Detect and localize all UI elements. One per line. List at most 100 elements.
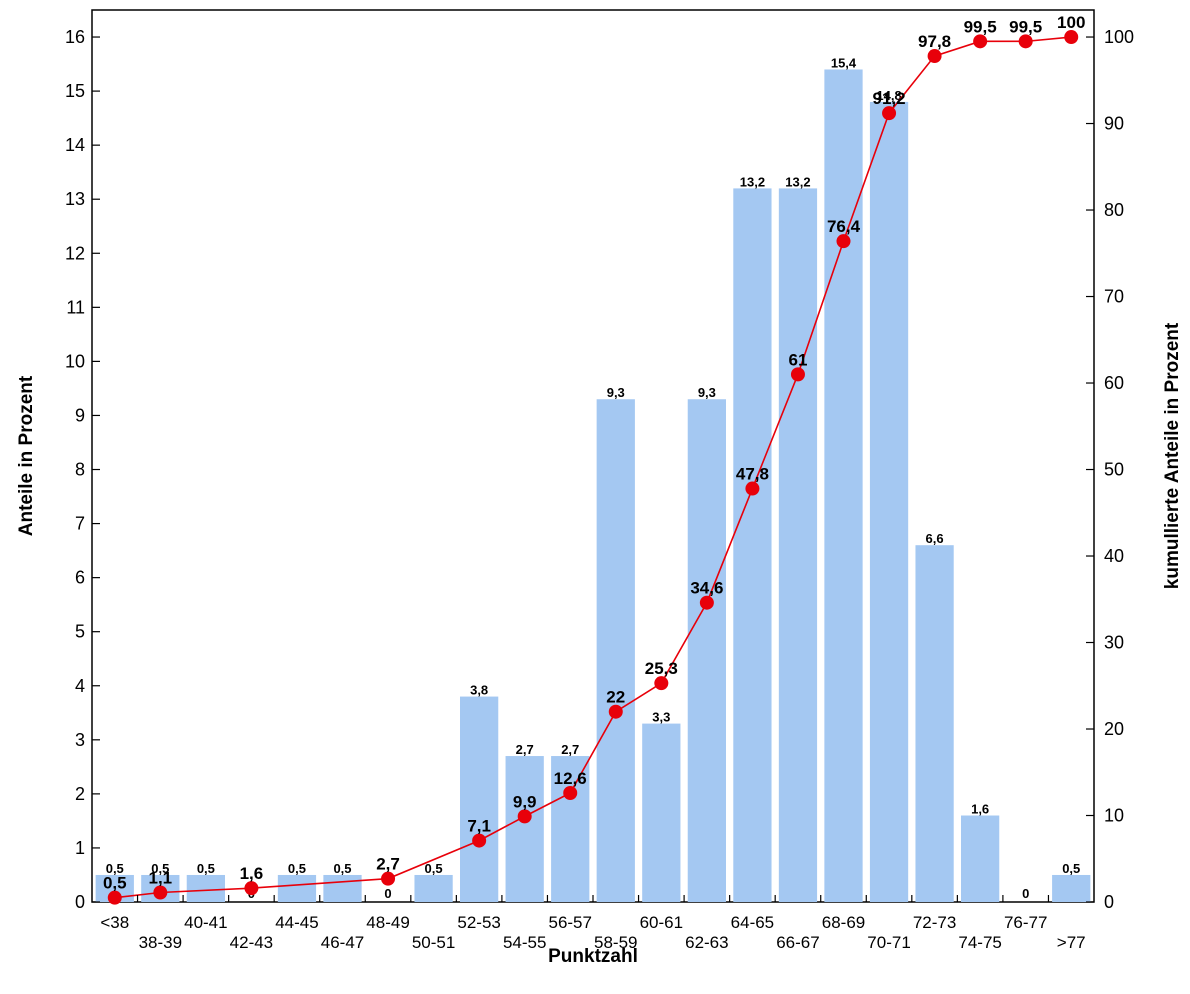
left-tick-label-7: 7 [75,514,85,534]
cumulative-point-12 [836,234,851,249]
bar-label-2: 0,5 [197,861,215,876]
bar-label-6: 0 [384,886,391,901]
cumulative-label-4: 7,1 [467,817,491,836]
bar-label-19: 1,6 [971,802,989,817]
cumulative-label-10: 47,8 [736,465,769,484]
cumulative-line [107,30,1079,905]
bar-label-15: 13,2 [785,174,810,189]
left-tick-label-0: 0 [75,892,85,912]
x-tick-label-21: >77 [1057,933,1086,952]
x-axis: <38 38-3940-4142-4344-4546-4748-4950-5152… [100,895,1086,952]
bar-2 [186,874,225,902]
cumulative-label-3: 2,7 [376,855,400,874]
x-tick-label-7: 50-51 [412,933,455,952]
bar-label-12: 3,3 [652,710,670,725]
right-tick-label-20: 20 [1104,719,1124,739]
bar-18 [915,545,954,902]
bar-7 [414,874,453,902]
cumulative-label-0: 0,5 [103,874,127,893]
bar-label-18: 6,6 [926,531,944,546]
bar-13 [687,399,726,902]
right-axis: 0 10 20 30 40 50 60 70 80 90 100 [1086,27,1134,912]
x-tick-label-14: 64-65 [731,913,774,932]
right-tick-label-90: 90 [1104,114,1124,134]
bar-label-5: 0,5 [333,861,351,876]
cumulative-point-10 [745,481,760,496]
left-tick-label-13: 13 [65,189,85,209]
x-axis-title: Punktzahl [548,946,638,967]
x-tick-label-20: 76-77 [1004,913,1047,932]
cumulative-label-9: 34,6 [690,579,723,598]
cumulative-label-14: 97,8 [918,32,951,51]
right-tick-label-100: 100 [1104,27,1134,47]
cumulative-point-0 [107,890,122,905]
right-tick-label-60: 60 [1104,373,1124,393]
y2-axis-title: kumullierte Anteile in Prozent [1162,322,1183,589]
cumulative-point-3 [381,871,396,886]
cumulative-labels: 0,5 1,1 1,62,77,19,912,62225,334,647,86176… [103,13,1085,893]
x-tick-label-11: 58-59 [594,933,637,952]
right-tick-label-70: 70 [1104,287,1124,307]
right-tick-label-30: 30 [1104,633,1124,653]
bar-label-11: 9,3 [607,385,625,400]
left-tick-label-15: 15 [65,81,85,101]
cumulative-label-11: 61 [788,350,807,369]
cumulative-point-5 [517,809,532,824]
bar-label-17: 14,8 [876,88,901,103]
right-tick-label-0: 0 [1104,892,1114,912]
bar-15 [778,188,818,902]
left-tick-label-14: 14 [65,135,85,155]
x-tick-label-10: 56-57 [548,913,591,932]
left-tick-label-11: 11 [66,297,85,317]
bar-label-1: 0,5 [151,861,169,876]
bar-label-10: 2,7 [561,742,579,757]
bar-16 [824,69,863,903]
x-tick-label-1: 38-39 [139,933,182,952]
bar-9 [505,756,544,902]
bar-label-14: 13,2 [740,174,765,189]
bar-label-0: 0,5 [106,861,124,876]
left-tick-label-9: 9 [75,405,85,425]
cumulative-label-8: 25,3 [645,659,678,678]
cumulative-label-1: 1,1 [148,868,172,887]
bar-label-8: 3,8 [470,683,488,698]
x-tick-label-4: 44-45 [275,913,318,932]
cumulative-point-6 [563,786,578,801]
cumulative-point-8 [654,676,669,691]
bar-label-4: 0,5 [288,861,306,876]
bars [95,69,1091,903]
x-tick-label-16: 68-69 [822,913,865,932]
cumulative-label-2: 1,6 [240,864,264,883]
cumulative-point-9 [699,595,714,610]
x-tick-label-2: 40-41 [184,913,227,932]
left-tick-label-5: 5 [75,622,85,642]
bar-19 [961,815,1000,902]
cumulative-point-4 [472,833,487,848]
bar-label-20: 0 [1022,886,1029,901]
bar-8 [460,696,499,902]
left-tick-label-12: 12 [65,243,85,263]
cumulative-label-6: 12,6 [554,769,587,788]
right-tick-label-80: 80 [1104,200,1124,220]
cumulative-point-2 [244,881,259,896]
bar-label-21: 0,5 [1062,861,1080,876]
left-tick-label-2: 2 [75,784,85,804]
cumulative-label-12: 76,4 [827,217,861,236]
cumulative-point-17 [1064,30,1079,45]
right-tick-label-10: 10 [1104,806,1124,826]
cumulative-point-1 [153,885,168,900]
x-tick-label-15: 66-67 [776,933,819,952]
x-tick-label-13: 62-63 [685,933,728,952]
cumulative-label-13: 91,2 [873,89,906,108]
cumulative-polyline [114,36,1072,899]
x-tick-label-6: 48-49 [366,913,409,932]
cumulative-label-15: 99,5 [964,17,997,36]
right-tick-label-50: 50 [1104,460,1124,480]
bar-5 [323,874,362,902]
bar-11 [596,399,635,902]
bar-12 [642,723,681,902]
left-tick-label-4: 4 [75,676,85,696]
cumulative-point-14 [927,49,942,64]
bar-label-16: 15,4 [831,55,857,70]
